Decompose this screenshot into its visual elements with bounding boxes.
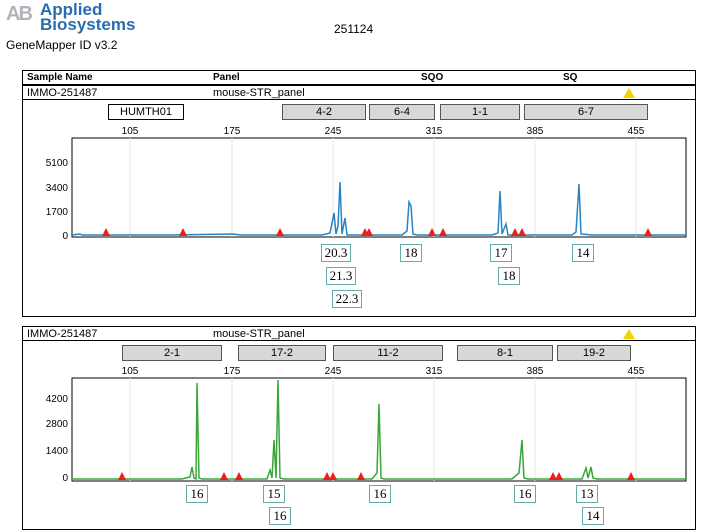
marker-17-2[interactable]: 17-2 [238, 345, 326, 361]
x-tick: 245 [324, 366, 342, 377]
x-tick: 315 [425, 126, 443, 137]
x-tick: 105 [121, 126, 139, 137]
marker-8-1[interactable]: 8-1 [457, 345, 553, 361]
sample-name-1: IMMO-251487 [27, 87, 98, 99]
blue-trace [71, 181, 686, 236]
x-tick: 385 [526, 126, 544, 137]
column-header-sq: SQ [563, 72, 578, 83]
report-id: 251124 [334, 22, 374, 36]
panel-name-2: mouse-STR_panel [213, 328, 305, 340]
y-tick: 2800 [45, 419, 68, 430]
y-tick: 0 [62, 473, 68, 484]
allele-call[interactable]: 13 [576, 485, 598, 503]
quality-warning-icon[interactable] [623, 329, 635, 339]
marker-6-4[interactable]: 6-4 [369, 104, 435, 120]
allele-call[interactable]: 14 [572, 244, 594, 262]
allele-call[interactable]: 16 [369, 485, 391, 503]
marker-11-2[interactable]: 11-2 [333, 345, 443, 361]
allele-call[interactable]: 21.3 [326, 267, 356, 285]
column-header-sample-name: Sample Name [27, 72, 93, 83]
y-tick: 5100 [45, 158, 68, 169]
allele-call[interactable]: 16 [514, 485, 536, 503]
allele-call[interactable]: 14 [582, 507, 604, 525]
quality-warning-icon[interactable] [623, 88, 635, 98]
allele-call[interactable]: 17 [490, 244, 512, 262]
x-tick: 385 [526, 366, 544, 377]
y-tick: 1700 [45, 207, 68, 218]
allele-call[interactable]: 22.3 [332, 290, 362, 308]
marker-19-2[interactable]: 19-2 [557, 345, 631, 361]
marker-1-1[interactable]: 1-1 [440, 104, 520, 120]
x-tick: 245 [324, 126, 342, 137]
marker-6-7[interactable]: 6-7 [524, 104, 648, 120]
company-name-line2: Biosystems [40, 15, 136, 34]
sample-name-2: IMMO-251487 [27, 328, 98, 340]
allele-call[interactable]: 18 [498, 267, 520, 285]
column-header-row: Sample Name Panel SQO SQ [22, 70, 696, 85]
x-tick: 175 [223, 126, 241, 137]
electropherogram-plot-2 [71, 377, 687, 482]
column-header-panel: Panel [213, 72, 240, 83]
sample-row-2: IMMO-251487 mouse-STR_panel [22, 326, 696, 341]
marker-2-1[interactable]: 2-1 [122, 345, 222, 361]
x-tick: 175 [223, 366, 241, 377]
company-name: Applied Biosystems [40, 0, 136, 34]
panel-name-1: mouse-STR_panel [213, 87, 305, 99]
y-tick: 0 [62, 231, 68, 242]
x-tick: 455 [627, 126, 645, 137]
column-header-sqo: SQO [421, 72, 444, 83]
y-tick: 3400 [45, 183, 68, 194]
allele-call[interactable]: 16 [186, 485, 208, 503]
allele-call[interactable]: 15 [263, 485, 285, 503]
sample-row-1: IMMO-251487 mouse-STR_panel [22, 85, 696, 100]
x-tick: 315 [425, 366, 443, 377]
marker-humth01[interactable]: HUMTH01 [108, 104, 184, 120]
y-tick: 1400 [45, 446, 68, 457]
x-tick: 105 [121, 366, 139, 377]
applied-biosystems-logo-icon: AB [6, 3, 33, 25]
allele-call[interactable]: 16 [269, 507, 291, 525]
electropherogram-plot-1 [71, 137, 687, 238]
allele-call[interactable]: 18 [400, 244, 422, 262]
marker-4-2[interactable]: 4-2 [282, 104, 366, 120]
y-tick: 4200 [45, 394, 68, 405]
company-name-line1: Applied [40, 0, 103, 19]
x-tick: 455 [627, 366, 645, 377]
allele-call[interactable]: 20.3 [321, 244, 351, 262]
app-version: GeneMapper ID v3.2 [6, 38, 118, 52]
